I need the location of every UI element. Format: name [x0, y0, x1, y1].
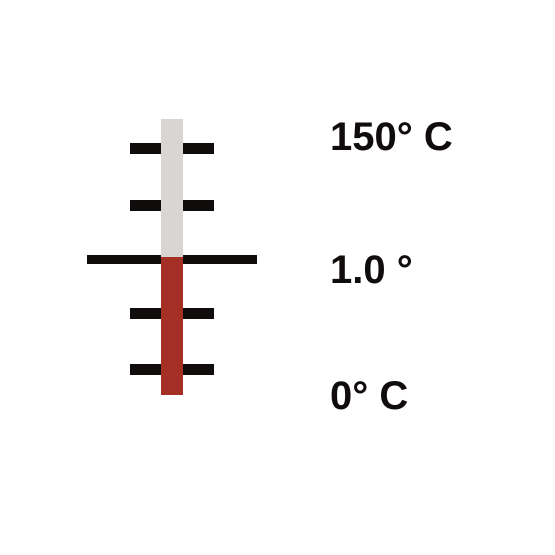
label-top: 150° C — [330, 117, 453, 157]
thermometer-tube-fill — [161, 257, 183, 395]
thermometer-diagram: 150° C 1.0 ° 0° C — [0, 0, 555, 555]
label-bottom: 0° C — [330, 376, 408, 416]
label-middle: 1.0 ° — [330, 250, 413, 290]
